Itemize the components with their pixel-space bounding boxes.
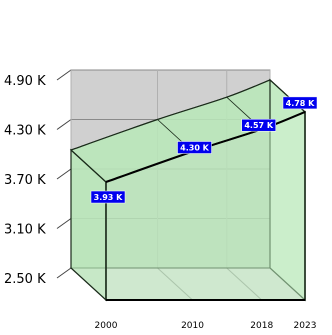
ribbon-segment — [70, 149, 107, 183]
y-tick-label: 4.90 K — [4, 74, 46, 89]
y-tick-label: 4.30 K — [4, 124, 46, 139]
y-tick-mark — [56, 168, 72, 180]
y-tick-mark — [56, 69, 72, 81]
x-tick-label: 2000 — [95, 321, 118, 330]
y-tick-mark — [56, 267, 72, 279]
x-tick-label: 2023 — [294, 321, 317, 330]
area-series — [69, 78, 307, 302]
data-label: 3.93 K — [94, 193, 124, 202]
axis-labels: 2.50 K 3.10 K 3.70 K 4.30 K 4.90 K 2000 2010 20… — [4, 74, 317, 331]
y-tick-mark — [56, 119, 72, 130]
y-tick-label: 2.50 K — [4, 272, 46, 287]
y-tick-label: 3.70 K — [4, 173, 46, 188]
data-label: 4.30 K — [180, 144, 210, 153]
data-label-box — [241, 118, 276, 132]
data-labels: 3.93 K 4.30 K 4.57 K 4.78 K — [90, 96, 318, 204]
data-label-box — [177, 141, 212, 154]
y-tick-mark — [56, 218, 72, 229]
data-label-box — [282, 96, 318, 110]
data-label-box — [90, 190, 126, 204]
data-label: 4.57 K — [244, 121, 274, 130]
x-tick-label: 2010 — [181, 321, 204, 330]
series-line — [105, 110, 306, 183]
y-tick-label: 3.10 K — [4, 223, 46, 238]
data-label: 4.78 K — [286, 99, 316, 108]
x-tick-label: 2018 — [250, 321, 273, 330]
